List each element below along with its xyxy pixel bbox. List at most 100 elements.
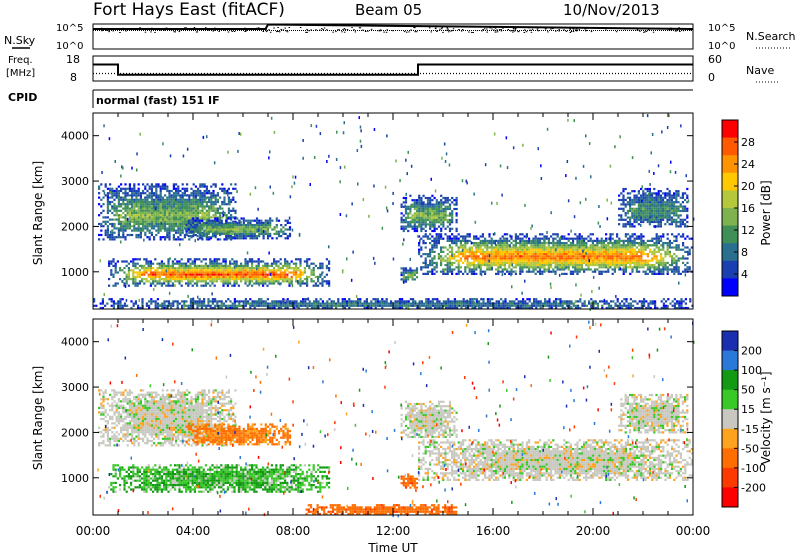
power-cell-4 (616, 242, 619, 245)
power-cell-1 (192, 198, 195, 201)
power-cell-4 (558, 268, 561, 271)
nsky-point (512, 28, 515, 30)
power-cell-4 (622, 268, 625, 271)
power-cell-0 (169, 280, 172, 283)
power-cell-1 (120, 227, 123, 230)
power-cell-1 (120, 225, 123, 228)
power-cell-4 (517, 264, 520, 267)
power-cell-0 (251, 267, 254, 270)
power-cell-1 (210, 194, 213, 197)
power-cell-0 (196, 282, 199, 285)
power-cell-0 (138, 273, 141, 276)
power-cell-4 (420, 248, 423, 251)
power-cell-1 (104, 231, 107, 234)
nsearch-tick-top: 10^5 (708, 23, 735, 34)
power-cell-6 (618, 194, 621, 197)
nsky-point (558, 29, 560, 31)
power-cell-1 (168, 203, 171, 206)
power-cell-4 (668, 253, 671, 256)
power-cell-0 (114, 262, 117, 265)
power-cell-4 (598, 248, 601, 251)
power-cell-4 (635, 246, 638, 249)
power-cell-1 (157, 207, 160, 210)
power-cell-0 (281, 278, 284, 281)
power-cell-4 (598, 272, 601, 275)
power-cell-3 (404, 276, 408, 279)
power-cell-4 (484, 246, 487, 249)
power-cell-6 (659, 201, 662, 204)
power-cell-2 (196, 230, 199, 233)
nsky-point (265, 31, 268, 33)
power-cell-0 (213, 271, 216, 274)
power-cell-4 (624, 257, 627, 260)
power-cell-6 (622, 218, 625, 221)
power-cell-5 (429, 225, 432, 228)
power-cell-1 (192, 183, 195, 186)
power-cell-4 (497, 239, 500, 242)
power-cell-6 (626, 209, 629, 213)
power-cell-0 (308, 264, 311, 267)
power-cell-6 (624, 223, 627, 226)
power-cell-5 (411, 218, 414, 222)
power-cell-4 (602, 244, 605, 247)
power-cell-0 (319, 267, 322, 270)
power-heatmap (93, 114, 695, 311)
power-cell-1 (219, 187, 222, 190)
power-cell-6 (646, 212, 649, 215)
power-cell-4 (554, 253, 557, 256)
power-cell-4 (499, 257, 502, 260)
power-cell-1 (137, 222, 140, 226)
power-cell-4 (466, 272, 469, 275)
power-cell-4 (470, 261, 473, 264)
power-cell-1 (100, 198, 103, 201)
power-cell-4 (591, 242, 594, 245)
power-cell-2 (247, 219, 250, 222)
power-cell-2 (214, 224, 217, 227)
power-cell-1 (186, 211, 189, 215)
power-cell-6 (668, 216, 671, 219)
power-cell-4 (459, 239, 462, 242)
power-cell-4 (424, 253, 427, 256)
power-cell-0 (191, 275, 194, 278)
power-cell-1 (102, 225, 105, 228)
power-cell-6 (668, 194, 671, 197)
power-cell-0 (248, 280, 251, 283)
power-cell-1 (172, 218, 175, 221)
power-cell-2 (192, 226, 195, 229)
power-cell-4 (673, 272, 676, 275)
power-cell-4 (572, 244, 575, 247)
power-cell-4 (455, 239, 458, 242)
power-cell-0 (134, 267, 137, 270)
power-cell-5 (442, 216, 445, 219)
power-cell-4 (558, 257, 561, 260)
power-cell-6 (662, 209, 665, 213)
power-cell-4 (550, 242, 553, 245)
power-cell-6 (659, 209, 662, 213)
power-cell-4 (492, 253, 495, 256)
power-cell-2 (209, 237, 212, 240)
power-cell-2 (216, 226, 219, 229)
power-cell-4 (490, 255, 493, 258)
power-cell-4 (644, 259, 647, 262)
power-cell-5 (418, 203, 421, 206)
freq-tick-top: 18 (66, 53, 80, 66)
power-cell-1 (177, 194, 180, 197)
power-cell-4 (664, 266, 667, 269)
nsky-point (586, 29, 588, 31)
power-cell-0 (246, 275, 249, 278)
power-cell-2 (220, 224, 223, 227)
power-cell-6 (651, 209, 654, 213)
power-cell-1 (157, 216, 160, 219)
power-cell-4 (451, 257, 454, 260)
power-cell-4 (451, 268, 454, 271)
power-cell-4 (587, 253, 590, 256)
power-cell-4 (473, 242, 476, 245)
power-cell-4 (547, 255, 550, 258)
nsky-point (445, 29, 447, 31)
power-cell-0 (187, 258, 190, 261)
power-cell-5 (404, 210, 408, 213)
power-cell-4 (688, 237, 691, 240)
power-cell-6 (631, 207, 634, 210)
power-cell-6 (673, 212, 676, 215)
power-cell-1 (210, 192, 213, 195)
